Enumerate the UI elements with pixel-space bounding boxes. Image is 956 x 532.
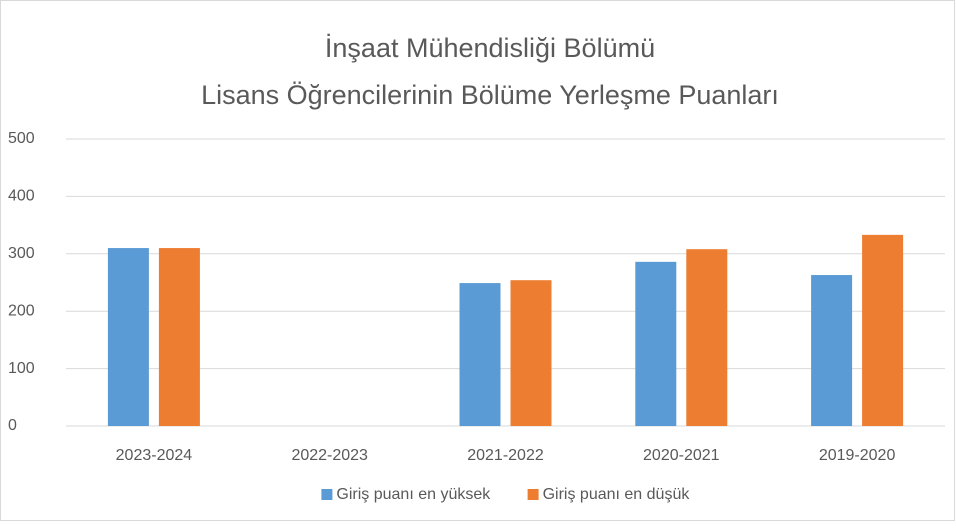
x-tick-label: 2020-2021 [643, 447, 720, 464]
y-tick-label: 300 [8, 245, 35, 262]
legend-swatch [321, 489, 333, 500]
x-tick-label: 2022-2023 [291, 447, 368, 464]
bar [510, 280, 552, 426]
y-tick-label: 0 [8, 417, 17, 434]
chart-title: İnşaat Mühendisliği Bölümü [325, 32, 655, 63]
bar [811, 275, 853, 426]
bar [107, 248, 149, 426]
y-tick-label: 200 [8, 302, 35, 319]
bar [635, 261, 677, 426]
bar [686, 249, 728, 426]
legend-swatch [527, 489, 539, 500]
legend-label: Giriş puanı en düşük [543, 486, 691, 503]
x-tick-label: 2023-2024 [116, 447, 193, 464]
bar [459, 283, 501, 426]
chart-title: Lisans Öğrencilerinin Bölüme Yerleşme Pu… [201, 80, 779, 110]
y-tick-label: 400 [8, 188, 35, 205]
y-tick-label: 100 [8, 360, 35, 377]
x-tick-label: 2021-2022 [467, 447, 544, 464]
bar [158, 248, 200, 426]
x-tick-label: 2019-2020 [819, 447, 896, 464]
y-tick-label: 500 [8, 130, 35, 147]
bar [862, 234, 904, 426]
legend-label: Giriş puanı en yüksek [336, 486, 491, 503]
